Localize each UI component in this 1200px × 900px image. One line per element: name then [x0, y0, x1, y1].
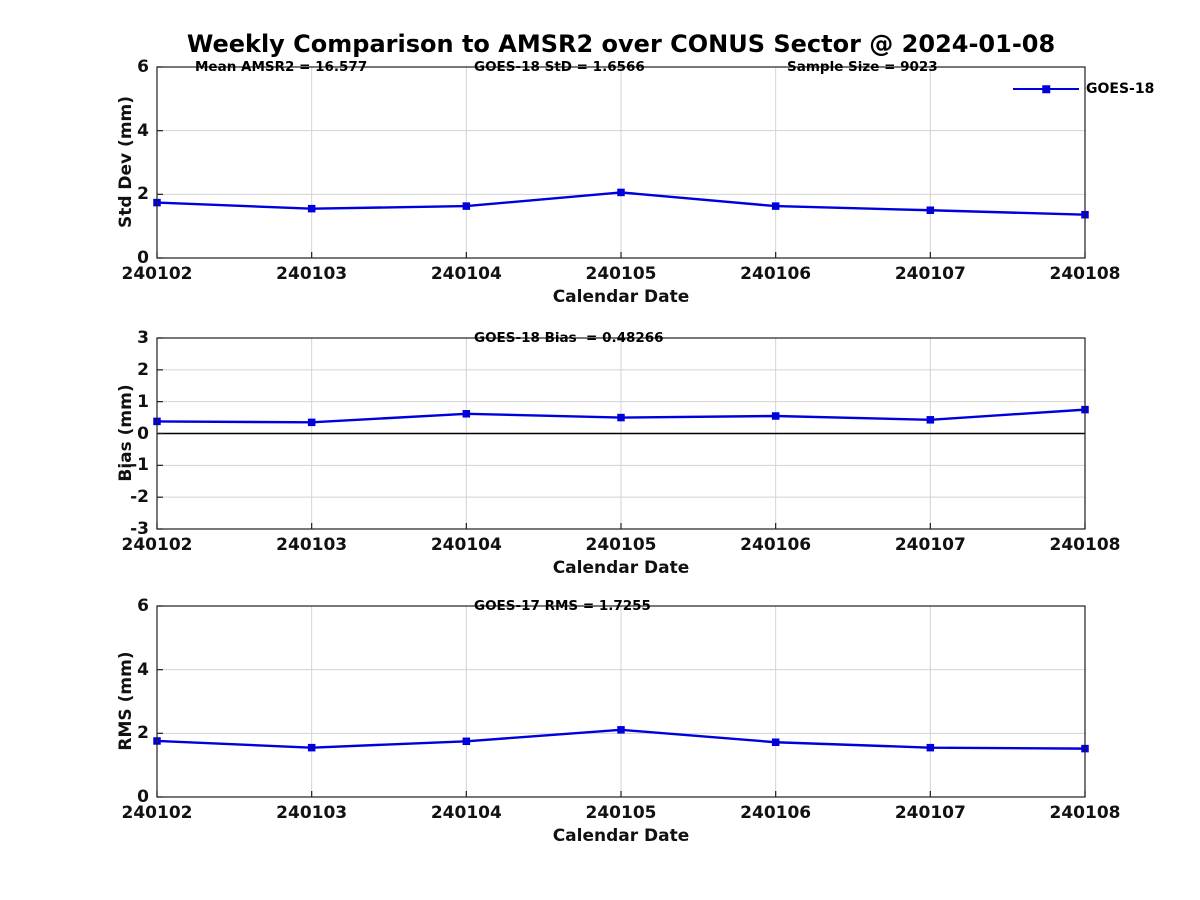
data-point-marker — [771, 202, 780, 210]
x-tick-label: 240104 — [430, 535, 502, 555]
x-tick-label: 240103 — [276, 803, 348, 823]
data-point-marker — [926, 206, 935, 214]
y-tick-label: 4 — [137, 120, 149, 141]
x-axis-label-2: Calendar Date — [552, 558, 690, 578]
y-axis-label-stddev: Std Dev (mm) — [116, 95, 136, 229]
y-tick-label: 0 — [137, 423, 149, 444]
x-tick-label: 240107 — [894, 803, 966, 823]
x-tick-label: 240105 — [585, 803, 657, 823]
x-tick-label: 240104 — [430, 803, 502, 823]
annotation-mean-amsr2: Mean AMSR2 = 16.577 — [195, 59, 368, 75]
y-tick-label: 1 — [137, 391, 149, 412]
x-tick-label: 240108 — [1049, 264, 1121, 284]
y-tick-label: -1 — [130, 455, 149, 476]
data-point-marker — [462, 202, 471, 210]
x-tick-label: 240106 — [740, 264, 812, 284]
y-tick-label: 0 — [137, 787, 149, 807]
y-tick-label: 6 — [137, 596, 149, 616]
x-tick-label: 240107 — [894, 535, 966, 555]
annotation-goes18-bias: GOES-18 Bias = 0.48266 — [474, 330, 664, 346]
data-point-marker — [617, 413, 625, 422]
annotation-goes18-std: GOES-18 StD = 1.6566 — [474, 59, 645, 75]
x-tick-label: 240102 — [121, 264, 193, 284]
y-tick-label: 2 — [137, 359, 149, 380]
data-point-marker — [307, 743, 316, 752]
x-tick-label: 240103 — [276, 264, 348, 284]
y-tick-label: 0 — [137, 248, 149, 268]
y-tick-label: -3 — [130, 519, 149, 539]
x-tick-label: 240104 — [430, 264, 502, 284]
x-tick-label: 240102 — [121, 803, 193, 823]
x-tick-label: 240105 — [585, 535, 657, 555]
x-tick-label: 240105 — [585, 264, 657, 284]
y-tick-label: -2 — [130, 487, 149, 508]
x-tick-label: 240107 — [894, 264, 966, 284]
data-point-marker — [617, 188, 625, 197]
data-point-marker — [771, 738, 780, 746]
x-tick-label: 240106 — [740, 803, 812, 823]
x-axis-label-3: Calendar Date — [552, 826, 690, 846]
legend-label: GOES-18 — [1086, 81, 1155, 97]
data-point-marker — [926, 416, 935, 424]
y-tick-label: 3 — [137, 328, 149, 348]
x-axis-label-1: Calendar Date — [552, 287, 690, 307]
data-point-marker — [617, 726, 625, 734]
legend: GOES-18 — [1013, 81, 1155, 97]
y-tick-label: 6 — [137, 57, 149, 77]
legend-square-marker-icon — [1042, 85, 1050, 93]
y-tick-label: 2 — [137, 184, 149, 205]
data-point-marker — [307, 418, 316, 427]
y-tick-label: 4 — [137, 659, 149, 680]
x-tick-label: 240103 — [276, 535, 348, 555]
x-tick-label: 240108 — [1049, 535, 1121, 555]
annotation-sample-size: Sample Size = 9023 — [787, 59, 938, 75]
x-tick-label: 240102 — [121, 535, 193, 555]
data-point-marker — [771, 412, 780, 420]
data-point-marker — [462, 410, 471, 418]
figure-title: Weekly Comparison to AMSR2 over CONUS Se… — [186, 30, 1056, 58]
annotation-goes17-rms: GOES-17 RMS = 1.7255 — [474, 598, 651, 614]
data-point-marker — [307, 204, 316, 213]
legend-line-sample — [1013, 85, 1079, 94]
data-point-marker — [926, 743, 935, 752]
y-tick-label: 2 — [137, 723, 149, 744]
x-tick-label: 240108 — [1049, 803, 1121, 823]
x-tick-label: 240106 — [740, 535, 812, 555]
data-point-marker — [462, 737, 471, 746]
